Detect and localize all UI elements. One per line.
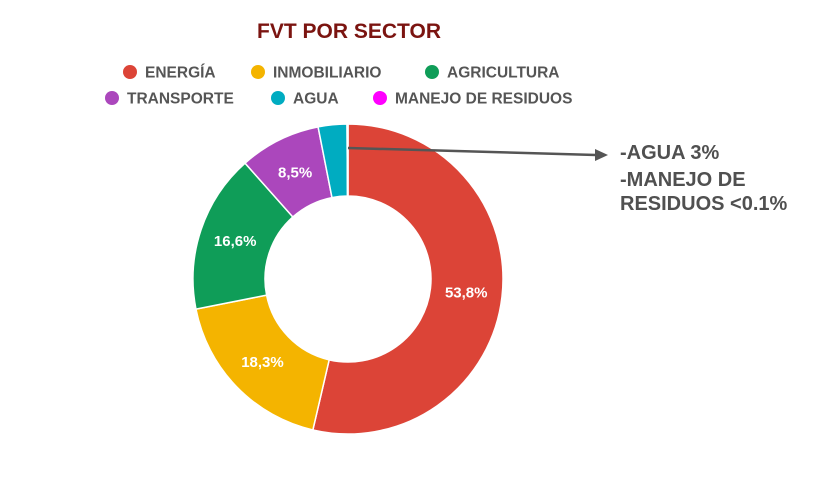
slice-labels: 53,8% 18,3% 16,6% 8,5% (214, 164, 488, 370)
legend-marker-manejo-de-residuos (373, 91, 387, 105)
legend-marker-transporte (105, 91, 119, 105)
annotation-arrow-line (347, 146, 597, 157)
legend-marker-energia (123, 65, 137, 79)
legend-label-transporte: TRANSPORTE (127, 91, 234, 108)
annotation-line-2: -MANEJO DE (620, 169, 746, 191)
slice-manejo-de-residuos (346, 123, 349, 197)
legend-label-agua: AGUA (293, 91, 339, 108)
slice-inmobiliario (195, 294, 331, 431)
chart-title: FVT POR SECTOR (257, 20, 441, 43)
legend: ENERGÍA INMOBILIARIO AGRICULTURA TRANSPORTE… (105, 65, 572, 108)
legend-label-inmobiliario: INMOBILIARIO (273, 65, 382, 82)
annotation: -AGUA 3% -MANEJO DE RESIDUOS <0.1% (347, 142, 788, 215)
legend-label-manejo-de-residuos: MANEJO DE RESIDUOS (395, 91, 572, 108)
slice-label-transporte: 8,5% (278, 164, 312, 181)
legend-label-energia: ENERGÍA (145, 65, 216, 82)
slice-label-energia: 53,8% (445, 285, 488, 302)
slices (192, 123, 504, 435)
slice-label-agricultura: 16,6% (214, 233, 257, 250)
annotation-line-3: RESIDUOS <0.1% (620, 193, 788, 215)
slice-label-inmobiliario: 18,3% (241, 354, 284, 371)
annotation-arrow-head (595, 149, 608, 161)
slice-energia (311, 123, 504, 435)
legend-marker-agua (271, 91, 285, 105)
legend-marker-agricultura (425, 65, 439, 79)
annotation-line-1: -AGUA 3% (620, 142, 719, 164)
legend-label-agricultura: AGRICULTURA (447, 65, 560, 82)
legend-marker-inmobiliario (251, 65, 265, 79)
